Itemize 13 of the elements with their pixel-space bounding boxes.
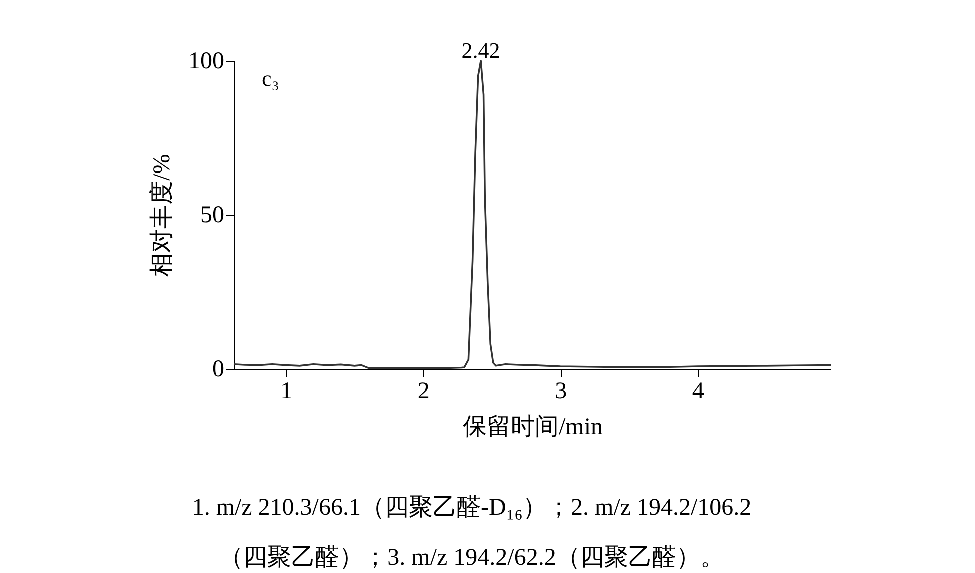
x-tick-label: 2 [418, 378, 430, 404]
y-axis-title: 相对丰度/% [148, 154, 176, 277]
text: （四聚乙醛）；3. m/z 194.2/62.2（四聚乙醛）。 [220, 545, 724, 571]
y-tick-label: 50 [200, 202, 224, 228]
text: 1. m/z 210.3/66.1（四聚乙醛-D₁₆）；2. m/z 194.2/106.2 [192, 495, 752, 521]
x-tick-label: 1 [280, 378, 293, 404]
x-axis-title: 保留时间/min [462, 414, 604, 440]
x-tick-label: 4 [692, 378, 704, 404]
annotation: c₃ [262, 66, 280, 91]
x-tick-label: 3 [555, 378, 568, 404]
y-tick-label: 100 [188, 48, 224, 74]
y-tick-label: 0 [212, 356, 224, 382]
annotation: 2.42 [462, 38, 500, 63]
